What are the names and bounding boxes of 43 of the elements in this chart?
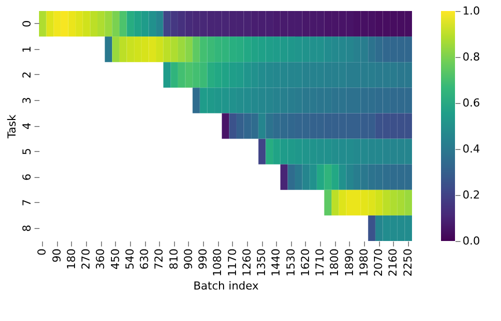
x-tick-label: 180 [64, 248, 78, 270]
x-tick-label: 720 [152, 248, 166, 270]
x-tick-label: 1440 [270, 248, 283, 276]
x-tick-label: 1800 [328, 248, 342, 276]
y-axis-title: Task [6, 114, 18, 140]
x-tick-label: 1260 [240, 248, 254, 276]
x-axis-title: Batch index [193, 279, 260, 292]
y-tick-label: 4 [20, 122, 34, 130]
x-tick-label: 810 [167, 248, 180, 270]
x-tick-label: 1710 [314, 248, 327, 276]
x-tick-label: 0 [36, 248, 49, 256]
x-tick-label: 2250 [401, 248, 414, 276]
x-tick-label: 1170 [226, 248, 239, 276]
color-bar-label: 0.0 [462, 234, 480, 248]
y-tick-label: 3 [20, 96, 34, 104]
x-tick-label: 900 [182, 248, 195, 270]
x-tick-label: 360 [94, 248, 108, 270]
x-tick-label: 990 [196, 248, 210, 270]
x-tick-label: 1350 [255, 248, 268, 276]
x-tick-label: 1890 [342, 248, 356, 276]
y-tick-label: 7 [20, 199, 34, 206]
x-tick-label: 1080 [211, 248, 224, 276]
y-tick-label: 6 [20, 174, 34, 181]
x-tick-label: 2070 [372, 248, 386, 276]
x-tick-label: 540 [123, 248, 136, 270]
color-bar-label: 0.6 [462, 96, 480, 110]
y-tick-label: 1 [20, 46, 34, 53]
y-tick-label: 8 [20, 224, 34, 232]
y-tick-label: 0 [20, 20, 34, 28]
color-bar-label: 0.2 [462, 188, 480, 202]
x-tick-label: 1980 [357, 248, 370, 276]
x-tick-label: 1620 [298, 248, 312, 276]
x-tick-label: 90 [50, 248, 64, 262]
x-tick-label: 630 [138, 248, 152, 270]
x-tick-label: 270 [80, 248, 93, 270]
x-tick-label: 450 [108, 248, 122, 270]
x-tick-label: 1530 [284, 248, 298, 276]
y-tick-label: 2 [20, 71, 34, 78]
color-bar-label: 0.4 [462, 142, 480, 156]
color-bar-label: 1.0 [462, 4, 480, 18]
y-tick-label: 5 [20, 148, 34, 156]
x-tick-label: 2160 [386, 248, 400, 276]
color-bar-label: 0.8 [462, 50, 480, 64]
